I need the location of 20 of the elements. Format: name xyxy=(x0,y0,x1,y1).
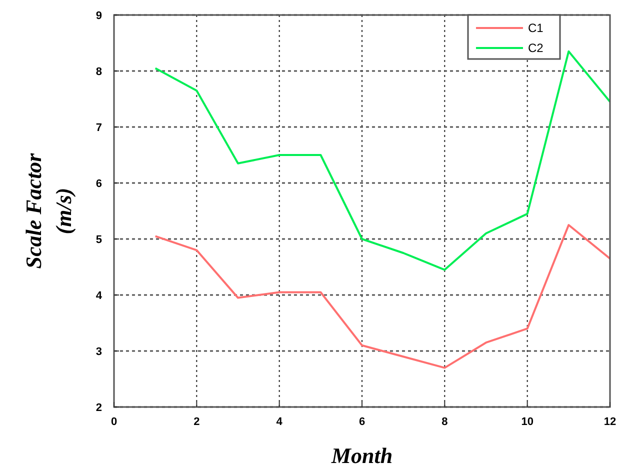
y-tick-label: 7 xyxy=(96,122,102,134)
x-tick-label: 2 xyxy=(194,416,200,428)
y-tick-label: 9 xyxy=(96,10,102,22)
y-axis-title: Scale Factor (m/s) xyxy=(21,152,76,269)
x-tick-label: 6 xyxy=(358,416,366,428)
x-tick-label: 0 xyxy=(110,416,118,428)
y-tick-label: 2 xyxy=(96,402,102,414)
x-tick-label: 8 xyxy=(442,416,448,428)
legend-label: C2 xyxy=(528,41,544,55)
y-tick-label: 3 xyxy=(96,346,102,358)
x-tick-label: 10 xyxy=(521,416,534,428)
y-tick-label: 8 xyxy=(96,66,102,78)
y-tick-label: 5 xyxy=(96,234,102,246)
legend-label: C1 xyxy=(528,21,544,35)
y-tick-label: 4 xyxy=(96,290,103,302)
x-tick-label: 12 xyxy=(604,416,616,428)
line-series xyxy=(154,224,611,369)
y-tick-label: 6 xyxy=(96,178,102,190)
x-axis-title: Month xyxy=(330,443,393,468)
x-tick-label: 4 xyxy=(276,416,284,428)
